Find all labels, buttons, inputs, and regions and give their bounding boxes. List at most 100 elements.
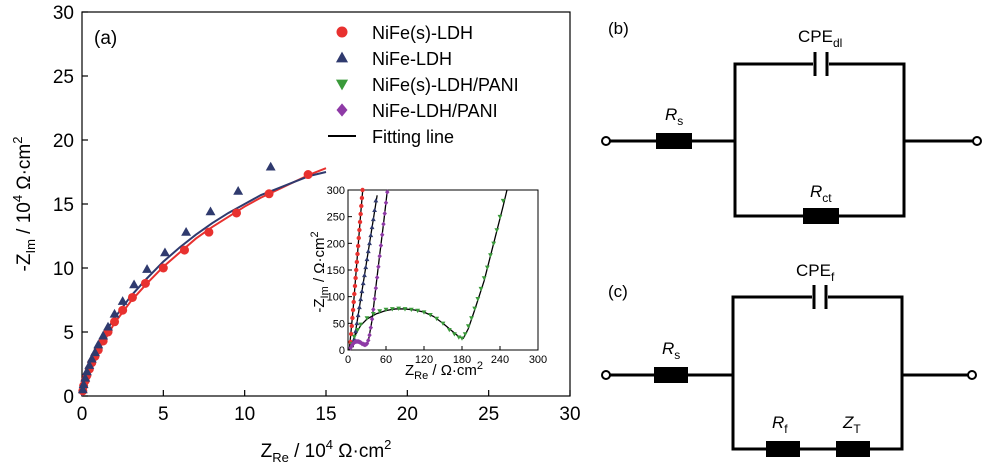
inset-data-point xyxy=(371,306,376,313)
main-y-tick-label: 20 xyxy=(53,131,74,152)
inset-data-point xyxy=(354,320,360,326)
inset-data-point xyxy=(372,207,378,213)
terminal-right xyxy=(972,136,982,146)
wire xyxy=(870,375,904,451)
rf-main: R xyxy=(772,413,784,432)
wire xyxy=(733,62,813,141)
inset-y-axis-label: -ZIm / Ω·cm2 xyxy=(309,231,331,312)
main-data-point xyxy=(158,263,168,273)
main-x-axis-label: ZRe / 104 Ω·cm2 xyxy=(261,437,392,465)
main-fit-line xyxy=(81,171,327,397)
main-x-tick-label: 30 xyxy=(559,404,580,425)
inset-axis-ticks: 0 60 120 180 240 300 0 50 100 150 200 250 300 xyxy=(327,185,548,366)
main-data-point xyxy=(77,384,88,394)
wire xyxy=(733,141,803,218)
inset-data-point xyxy=(357,219,363,225)
wire xyxy=(731,375,766,451)
cpe-f-main: CPE xyxy=(796,261,831,280)
legend-marker xyxy=(335,51,349,63)
inset-data-point xyxy=(369,224,375,230)
resistor-rs xyxy=(656,133,692,149)
inset-data-point xyxy=(354,267,359,273)
main-fit-line xyxy=(81,167,327,397)
legend-label: NiFe-LDH xyxy=(372,49,452,69)
legend-label: Fitting line xyxy=(372,127,454,147)
inset-xlabel-main: Z xyxy=(405,362,414,379)
cpe-dl-sub: dl xyxy=(833,36,842,50)
main-data-point xyxy=(303,170,313,180)
main-data-point xyxy=(117,296,128,305)
inset-ylabel-unit: / Ω·cm xyxy=(311,238,328,287)
inset-data-point xyxy=(497,214,503,220)
inset-y-tick-label: 150 xyxy=(327,265,345,277)
main-data-point xyxy=(127,292,137,302)
inset-y-tick-label: 50 xyxy=(333,318,345,330)
inset-data-point xyxy=(367,332,372,338)
inset-data-point xyxy=(356,304,362,310)
inset-y-tick-label: 100 xyxy=(327,292,345,304)
inset-data-point xyxy=(408,307,414,312)
inset-chart: 0 60 120 180 240 300 0 50 100 150 200 250 300 ZRe / … xyxy=(309,185,547,382)
main-x-tick-label: 10 xyxy=(234,404,255,425)
legend-label: NiFe-LDH/PANI xyxy=(372,101,498,121)
main-y-tick-label: 5 xyxy=(63,323,74,344)
inset-data-point xyxy=(365,248,371,254)
inset-data-point xyxy=(462,332,468,337)
main-data-point xyxy=(90,347,100,357)
main-fit-lines xyxy=(81,167,327,397)
legend-marker xyxy=(336,103,348,117)
main-data-point xyxy=(181,226,192,236)
rs-c-sub: s xyxy=(674,348,680,362)
inset-data-point xyxy=(389,307,395,312)
inset-x-tick-label: 240 xyxy=(491,354,509,366)
label-cpe-f: CPEf xyxy=(796,261,835,284)
main-xlabel-unit-sup2: 2 xyxy=(384,437,391,452)
inset-data-point xyxy=(478,286,484,292)
main-data-point xyxy=(204,227,214,237)
inset-data-point xyxy=(440,321,446,326)
inset-ylabel-main: -Z xyxy=(311,298,328,312)
inset-data-point xyxy=(396,306,402,311)
inset-data-point xyxy=(484,265,490,270)
main-data-point xyxy=(142,264,153,273)
inset-x-tick-label: 180 xyxy=(453,354,471,366)
inset-y-tick-label: 200 xyxy=(327,238,345,250)
inset-data-point xyxy=(370,216,376,222)
resistor-rct xyxy=(803,208,839,224)
label-rs-c: Rs xyxy=(662,339,680,362)
inset-data-point xyxy=(358,296,364,302)
main-ylabel-unit-post: Ω·cm xyxy=(14,144,35,195)
inset-data-point xyxy=(434,316,440,322)
inset-data-point xyxy=(475,297,481,302)
inset-x-axis-label: ZRe / Ω·cm2 xyxy=(405,360,483,382)
legend-marker xyxy=(336,26,348,38)
circuit-c: (c) CPEf Rs Rf ZT xyxy=(601,261,977,457)
rs-b-sub: s xyxy=(677,114,683,128)
inset-data-point xyxy=(381,221,386,227)
rs-c-main: R xyxy=(662,339,674,358)
inset-data-point xyxy=(427,313,433,318)
resistor-rf xyxy=(766,441,800,457)
inset-data-point xyxy=(382,210,387,217)
element-zt xyxy=(836,441,870,457)
inset-ylabel-sub: Im xyxy=(319,286,331,298)
inset-data-point xyxy=(349,323,354,329)
zt-main: Z xyxy=(842,413,854,432)
circuit-b: (b) CPEdl Rs Rct xyxy=(601,19,982,224)
main-y-axis-label: -ZIm / 104 Ω·cm2 xyxy=(10,137,38,272)
main-y-tick-label: 15 xyxy=(53,195,74,216)
legend-label: NiFe(s)-LDH/PANI xyxy=(372,75,519,95)
inset-data-point xyxy=(352,283,358,289)
inset-xlabel-unit: / Ω·cm xyxy=(428,362,477,379)
wire xyxy=(829,62,906,141)
label-rs-b: Rs xyxy=(665,105,683,128)
inset-data-point xyxy=(355,251,360,257)
main-data-point xyxy=(129,279,140,289)
main-ylabel-main: -Z xyxy=(14,253,35,271)
wire xyxy=(839,141,906,218)
inset-data-point xyxy=(459,336,465,341)
inset-ylabel-unit-sup: 2 xyxy=(309,231,321,237)
main-x-tick-label: 5 xyxy=(158,404,169,425)
